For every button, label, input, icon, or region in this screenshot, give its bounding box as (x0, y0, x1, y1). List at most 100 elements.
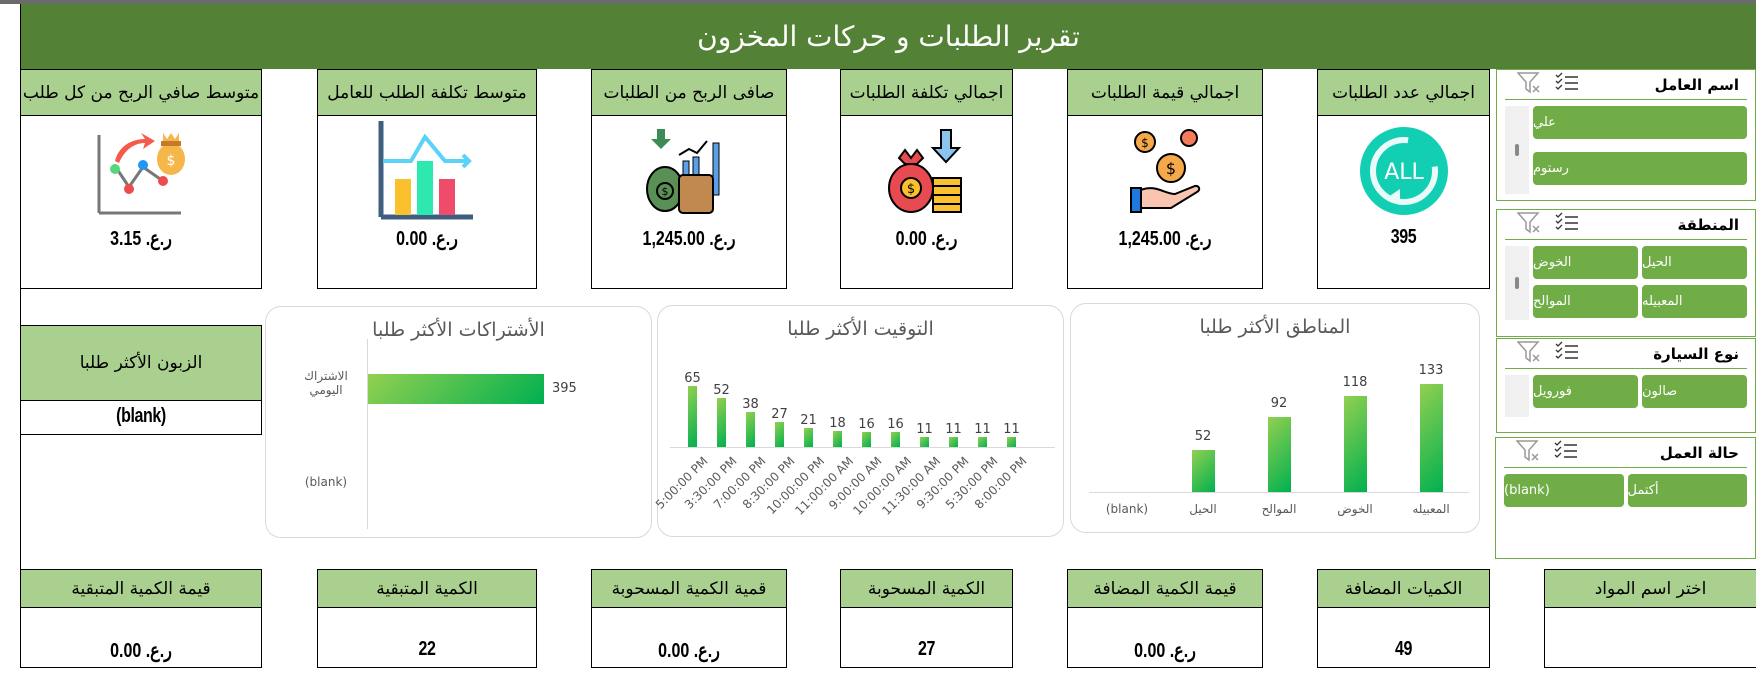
bar[interactable] (862, 432, 871, 447)
bar-value: 118 (1342, 375, 1368, 390)
bar-value: 65 (684, 371, 701, 386)
bar[interactable] (891, 432, 900, 447)
inv-select-material[interactable]: اختر اسم المواد (1544, 569, 1756, 668)
sheet-column-strip (0, 0, 1756, 4)
bar-value: 11 (974, 422, 991, 437)
clear-filter-icon[interactable] (1515, 439, 1540, 466)
bar-value: 133 (1418, 363, 1444, 378)
multi-select-icon[interactable] (1555, 72, 1579, 98)
bar[interactable] (920, 437, 929, 447)
slicer-car-type: نوع السيارة صالون فورويل (1496, 338, 1756, 433)
kpi-value: ر.ع. 0.00 (895, 228, 958, 250)
chart-title: المناطق الأكثر طلبا (1199, 316, 1351, 338)
x-tick: المعبيله (1412, 502, 1450, 516)
bar[interactable] (368, 374, 544, 404)
slicer-region: المنطقة الحيل الخوض المعبيله الموالح (1496, 209, 1756, 337)
multi-select-icon[interactable] (1554, 440, 1578, 466)
slicer-title: حالة العمل (1659, 443, 1739, 462)
inv-value: 22 (418, 638, 436, 660)
inv-added-qty: الكميات المضافة 49 (1317, 569, 1490, 668)
slicer-item[interactable]: (blank) (1504, 474, 1624, 507)
multi-select-icon[interactable] (1555, 212, 1579, 238)
inv-label: قيمة الكمية المضافة (1068, 570, 1262, 608)
slicer-item[interactable]: علي (1533, 106, 1747, 139)
clear-filter-icon[interactable] (1516, 340, 1541, 367)
inv-added-value: قيمة الكمية المضافة ر.ع. 0.00 (1067, 569, 1263, 668)
bar-value: 11 (916, 422, 933, 437)
chart-top-times[interactable]: التوقيت الأكثر طلبا 65 52 38 27 21 18 16… (653, 305, 1064, 537)
slicer-title: اسم العامل (1654, 75, 1739, 94)
inv-label: الكمية المتبقية (318, 570, 536, 608)
inv-value: ر.ع. 0.00 (658, 640, 720, 662)
inv-value: ر.ع. 0.00 (1134, 640, 1196, 662)
inv-label: قمية الكمية المسحوبة (592, 570, 786, 608)
bar[interactable] (688, 386, 697, 447)
top-customer-label: الزبون الأكثر طلبا (21, 326, 261, 401)
slicer-item[interactable]: الخوض (1533, 246, 1638, 279)
slicer-work-status: حالة العمل أكتمل (blank) (1495, 437, 1756, 559)
bar[interactable] (1267, 417, 1291, 492)
kpi-label: صافى الربح من الطلبات (592, 70, 786, 116)
slicer-scrollbar[interactable] (1505, 106, 1529, 194)
bar[interactable] (1419, 384, 1443, 492)
x-tick: (blank) (1105, 502, 1149, 516)
multi-select-icon[interactable] (1555, 341, 1579, 367)
x-axis-labels: (blank) الحيل الموالح الخوض المعبيله (1089, 502, 1469, 516)
bar-value: 11 (1003, 422, 1020, 437)
bar-value: 16 (887, 417, 904, 432)
slicer-item[interactable]: الحيل (1642, 246, 1747, 279)
category-label: (blank) (304, 475, 348, 489)
bar[interactable] (746, 412, 755, 447)
slicer-item[interactable]: صالون (1642, 375, 1747, 408)
category-label: الاشتراك اليومي (304, 369, 348, 397)
kpi-value: ر.ع. 1,245.00 (642, 228, 736, 250)
slicer-item[interactable]: فورويل (1533, 375, 1638, 408)
bar-value: 92 (1270, 396, 1288, 411)
axis-line (367, 339, 368, 529)
bar[interactable] (978, 437, 987, 447)
top-customer-card: الزبون الأكثر طلبا (blank) (20, 325, 262, 435)
slicer-scrollbar[interactable] (1505, 375, 1529, 417)
inv-value: ر.ع. 0.00 (110, 640, 172, 662)
slicer-worker-name: اسم العامل علي رستوم (1496, 69, 1756, 201)
kpi-avg-cost-per-worker: متوسط تكلفة الطلب للعامل ر.ع. 0.00 (317, 69, 537, 289)
bar[interactable] (833, 431, 842, 447)
kpi-avg-net-profit: متوسط صافي الربح من كل طلب $ ر.ع. 3.15 (20, 69, 262, 289)
slicer-item[interactable]: رستوم (1533, 152, 1747, 185)
bar[interactable] (804, 428, 813, 447)
inv-value: 49 (1395, 638, 1412, 660)
bar[interactable] (775, 422, 784, 447)
slicer-item[interactable]: الموالح (1533, 285, 1638, 318)
kpi-value: ر.ع. 3.15 (110, 228, 172, 250)
chart-title: التوقيت الأكثر طلبا (787, 318, 934, 340)
clear-filter-icon[interactable] (1516, 211, 1541, 238)
kpi-value: 395 (1390, 226, 1417, 248)
slicer-title: نوع السيارة (1653, 344, 1739, 363)
inv-remaining-value: قيمة الكمية المتبقية ر.ع. 0.00 (20, 569, 262, 668)
bar[interactable] (1191, 450, 1215, 492)
chart-top-subscriptions[interactable]: الأشتراكات الأكثر طلبا الاشتراك اليومي 3… (265, 306, 652, 538)
money-wallet-growth-icon: $ (592, 116, 786, 226)
slicer-scrollbar[interactable] (1505, 246, 1529, 320)
bar-chart-trend-icon (318, 116, 536, 226)
kpi-label: متوسط صافي الربح من كل طلب (21, 70, 261, 116)
bar-value: 52 (713, 383, 730, 398)
x-tick: الخوض (1337, 502, 1373, 516)
kpi-label: اجمالي تكلفة الطلبات (841, 70, 1012, 116)
clear-filter-icon[interactable] (1516, 71, 1541, 98)
bar-value: 11 (945, 422, 962, 437)
inv-withdrawn-qty: الكمية المسحوبة 27 (840, 569, 1013, 668)
bar-value: 18 (829, 416, 846, 431)
inv-label: قيمة الكمية المتبقية (21, 570, 261, 608)
chart-top-regions[interactable]: المناطق الأكثر طلبا 52 92 118 133 (blank… (1070, 303, 1480, 533)
x-tick: الموالح (1261, 502, 1297, 516)
kpi-value: ر.ع. 1,245.00 (1118, 228, 1212, 250)
bar[interactable] (1007, 437, 1016, 447)
slicer-item[interactable]: أكتمل (1627, 474, 1747, 507)
x-tick: الحيل (1189, 502, 1217, 516)
axis-line (670, 447, 1055, 448)
bar[interactable] (949, 437, 958, 447)
bar[interactable] (1343, 396, 1367, 492)
slicer-item[interactable]: المعبيله (1642, 285, 1747, 318)
bar[interactable] (717, 398, 726, 447)
